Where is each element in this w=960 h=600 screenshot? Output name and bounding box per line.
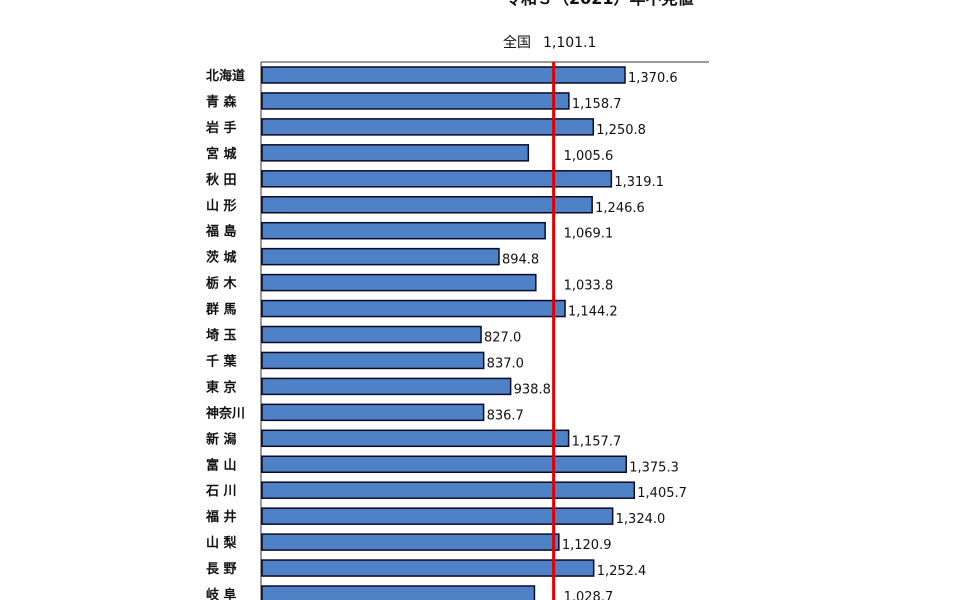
value-label: 1,069.1 — [564, 227, 614, 242]
bar — [261, 377, 512, 396]
value-label: 1,120.9 — [562, 538, 612, 553]
value-label: 1,250.8 — [596, 123, 646, 138]
category-label: 青 森 — [206, 94, 238, 110]
national-average-name: 全国 — [503, 34, 531, 51]
national-average-value: 1,101.1 — [543, 35, 596, 51]
value-label: 1,033.8 — [564, 279, 614, 294]
category-label: 岐 阜 — [206, 587, 237, 600]
bar — [261, 429, 570, 448]
value-label: 837.0 — [487, 356, 524, 371]
bars-group — [261, 66, 636, 600]
value-label: 827.0 — [484, 331, 521, 346]
bar — [261, 273, 537, 292]
value-label: 1,246.6 — [595, 201, 645, 216]
category-label: 千 葉 — [206, 353, 238, 369]
category-label: 北海道 — [206, 68, 245, 84]
category-label: 神奈川 — [206, 405, 245, 421]
value-label: 1,144.2 — [568, 305, 618, 320]
value-label: 1,028.7 — [564, 590, 614, 600]
value-label: 1,252.4 — [597, 564, 647, 579]
category-label: 茨 城 — [206, 250, 237, 266]
category-label: 埼 玉 — [206, 328, 237, 344]
category-label: 福 井 — [205, 509, 237, 525]
value-label: 1,370.6 — [628, 71, 678, 86]
value-label: 1,405.7 — [637, 486, 687, 501]
bar — [261, 507, 614, 525]
category-label: 岩 手 — [205, 120, 237, 136]
value-label: 1,319.1 — [614, 175, 664, 190]
bar — [261, 247, 500, 266]
bar — [261, 66, 626, 84]
bar — [261, 221, 546, 240]
bar — [261, 403, 485, 422]
value-label: 1,158.7 — [572, 97, 622, 112]
category-label: 群 馬 — [206, 302, 237, 318]
chart-title-fragment: 令和３（2021）年不見値 — [504, 0, 694, 8]
bar — [261, 118, 595, 136]
value-label: 1,324.0 — [616, 512, 666, 527]
category-label: 石 川 — [205, 484, 237, 499]
category-label: 富 山 — [206, 457, 237, 473]
category-label: 秋 田 — [206, 172, 237, 188]
bar — [261, 144, 530, 162]
category-label: 宮 城 — [206, 146, 237, 162]
category-label: 東 京 — [206, 379, 237, 395]
bar — [261, 533, 560, 551]
category-label: 栃 木 — [206, 276, 238, 292]
bar — [261, 196, 593, 214]
value-label: 894.8 — [502, 253, 539, 268]
category-label: 山 形 — [206, 198, 237, 214]
value-label: 1,157.7 — [572, 434, 622, 449]
national-average-label: 全国 1,101.1 — [503, 34, 596, 51]
bar — [261, 299, 566, 318]
category-label: 長 野 — [206, 562, 237, 577]
value-label: 1,375.3 — [629, 460, 679, 475]
category-label: 新 潟 — [206, 431, 237, 447]
bar — [261, 585, 536, 600]
bar — [261, 92, 570, 110]
bar — [261, 481, 636, 499]
value-labels-group: 1,370.6 1,158.7 1,250.8 1,005.61,319.1 1,246… — [484, 71, 687, 600]
bar — [261, 559, 595, 577]
value-label: 938.8 — [514, 382, 551, 397]
bar — [261, 351, 485, 370]
category-label: 福 島 — [205, 224, 237, 240]
bar — [261, 325, 482, 344]
bar — [261, 170, 613, 188]
value-label: 1,005.6 — [564, 149, 614, 164]
category-label: 山 梨 — [206, 535, 238, 551]
value-label: 836.7 — [487, 408, 524, 423]
bar — [261, 455, 627, 473]
